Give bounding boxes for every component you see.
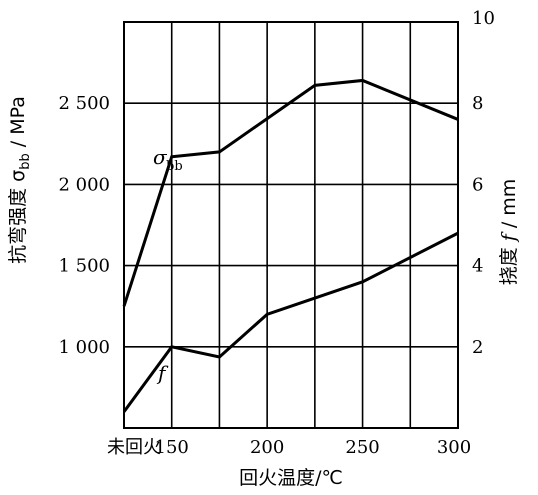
left-tick-label: 2 000 [58,174,110,195]
svg-text:抗弯强度 σbb / MPa: 抗弯强度 σbb / MPa [7,96,33,264]
svg-text:挠度 f / mm: 挠度 f / mm [498,179,520,286]
x-tick-label: 未回火 [107,437,161,458]
right-tick-label: 4 [472,256,483,277]
series-line-sigma-bb [122,78,459,307]
series-label-f: f [156,361,169,385]
x-axis-label: 回火温度/℃ [239,467,343,489]
svg-text:σ: σ [153,145,168,169]
series-line-f [122,231,459,413]
series-layer [122,78,459,413]
y-left-axis-label: 抗弯强度 σbb / MPa [7,96,33,264]
y-right-axis-label: 挠度 f / mm [498,179,520,286]
series-label-sigma-bb: σ bb [153,145,183,174]
right-tick-label: 10 [472,8,495,29]
right-tick-label: 8 [472,93,483,114]
right-tick-label: 2 [472,337,483,358]
x-tick-label: 300 [437,437,471,458]
plot-frame [123,21,459,429]
left-tick-label: 1 000 [58,337,110,358]
grid-lines [124,22,458,428]
x-tick-label: 150 [155,437,189,458]
svg-text:bb: bb [166,159,183,174]
left-tick-label: 2 500 [58,93,110,114]
x-tick-label: 200 [250,437,284,458]
right-tick-label: 6 [472,174,483,195]
right-axis-ticks: 2 4 6 8 10 [472,8,495,358]
left-axis-ticks: 1 000 1 500 2 000 2 500 [58,93,110,358]
left-tick-label: 1 500 [58,256,110,277]
x-tick-label: 250 [345,437,379,458]
